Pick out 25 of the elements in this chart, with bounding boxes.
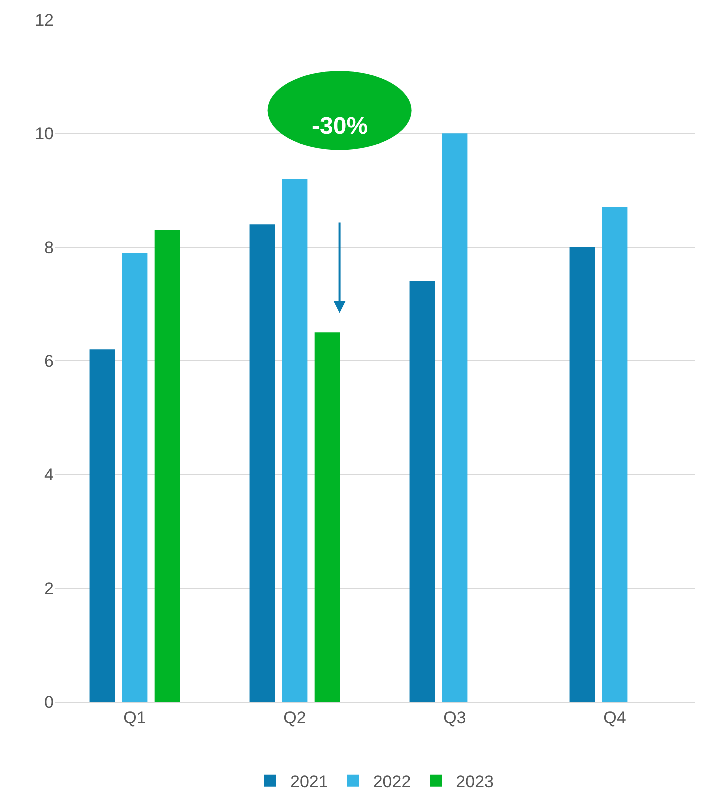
bar — [90, 350, 116, 702]
legend-label: 2023 — [456, 772, 494, 792]
x-tick-label: Q3 — [444, 708, 466, 728]
x-tick-label: Q2 — [284, 708, 306, 728]
y-tick-label: 12 — [35, 10, 54, 30]
bar — [282, 179, 308, 702]
bar — [570, 247, 596, 702]
y-tick-label: 10 — [35, 124, 54, 144]
annotation: -30% — [312, 113, 368, 140]
y-tick-label: 4 — [44, 466, 54, 485]
bar — [154, 230, 180, 702]
legend-label: 2021 — [290, 772, 328, 792]
bar — [602, 208, 628, 702]
x-tick-label: Q1 — [124, 708, 146, 728]
x-tick-label: Q4 — [604, 708, 626, 728]
y-tick-label: 0 — [44, 692, 54, 712]
y-tick-label: 6 — [44, 352, 54, 371]
bar — [314, 332, 340, 702]
bar — [442, 134, 468, 702]
bar — [122, 253, 148, 702]
bar — [410, 281, 436, 702]
bar — [250, 224, 276, 702]
legend-label: 2022 — [373, 772, 412, 792]
y-tick-label: 2 — [44, 579, 54, 598]
y-tick-label: 8 — [44, 238, 54, 258]
